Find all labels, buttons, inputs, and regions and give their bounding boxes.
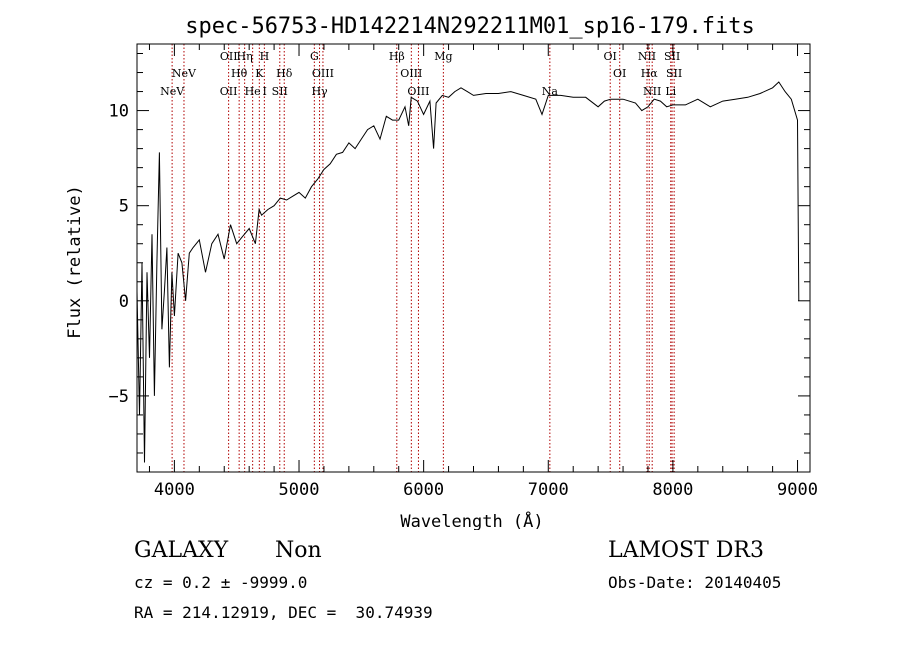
line-label-21: OI [613,67,626,80]
plot-frame [136,43,811,473]
subclass-label: Non [275,538,322,563]
spectrum-line [136,81,800,463]
line-label-17: OIII [407,85,429,98]
coordinates-label: RA = 214.12919, DEC = 30.74939 [134,603,433,622]
chart-title: spec-56753-HD142214N292211M01_sp16-179.f… [185,14,755,39]
y-tick-label-1: 0 [119,292,129,312]
line-label-16: OIII [400,67,422,80]
line-label-1: NeV [172,67,197,80]
line-label-8: K [255,67,264,80]
axis-ticks: 4000 5000 6000 7000 8000 9000 −5 0 5 10 [109,44,818,500]
obs-date-label: Obs-Date: 20140405 [608,573,782,592]
x-tick-label-5: 9000 [777,480,818,500]
line-label-14: Hγ [311,85,328,98]
y-tick-label-3: 10 [109,102,129,122]
class-label: GALAXY [134,538,229,563]
line-label-20: OI [604,50,617,63]
line-label-7: H [260,50,270,63]
y-tick-label-2: 5 [119,197,129,217]
x-tick-label-0: 4000 [154,480,195,500]
survey-label: LAMOST DR3 [608,538,764,563]
redshift-label: cz = 0.2 ± -9999.0 [134,573,308,592]
x-tick-label-2: 6000 [403,480,444,500]
line-label-11: SII [272,85,288,98]
line-label-19: Na [542,85,559,98]
line-label-10: Hδ [276,67,293,80]
series-group [136,81,800,463]
y-axis-label: Flux (relative) [65,185,85,339]
line-label-0: NeV [160,85,185,98]
x-tick-label-3: 7000 [528,480,569,500]
line-label-27: Li [665,85,676,98]
line-label-9: I [262,85,266,98]
line-label-5: OII [220,85,238,98]
line-label-25: SII [664,50,680,63]
x-tick-label-4: 8000 [652,480,693,500]
line-label-13: OIII [312,67,334,80]
line-markers [171,44,675,472]
line-label-3: Hη [237,50,253,63]
line-label-24: NII [643,85,661,98]
x-tick-label-1: 5000 [279,480,320,500]
line-label-12: G [310,50,319,63]
line-label-22: NII [638,50,656,63]
x-axis-label: Wavelength (Å) [400,510,543,530]
line-label-23: Hα [641,67,659,80]
line-label-6: He [245,85,261,98]
spectrum-chart: spec-56753-HD142214N292211M01_sp16-179.f… [65,14,818,530]
line-label-2: OII [220,50,238,63]
y-tick-label-0: −5 [109,387,129,407]
line-label-26: SII [666,67,682,80]
line-label-18: Mg [434,50,452,63]
line-label-15: Hβ [389,50,405,63]
line-label-4: Hθ [231,67,248,80]
